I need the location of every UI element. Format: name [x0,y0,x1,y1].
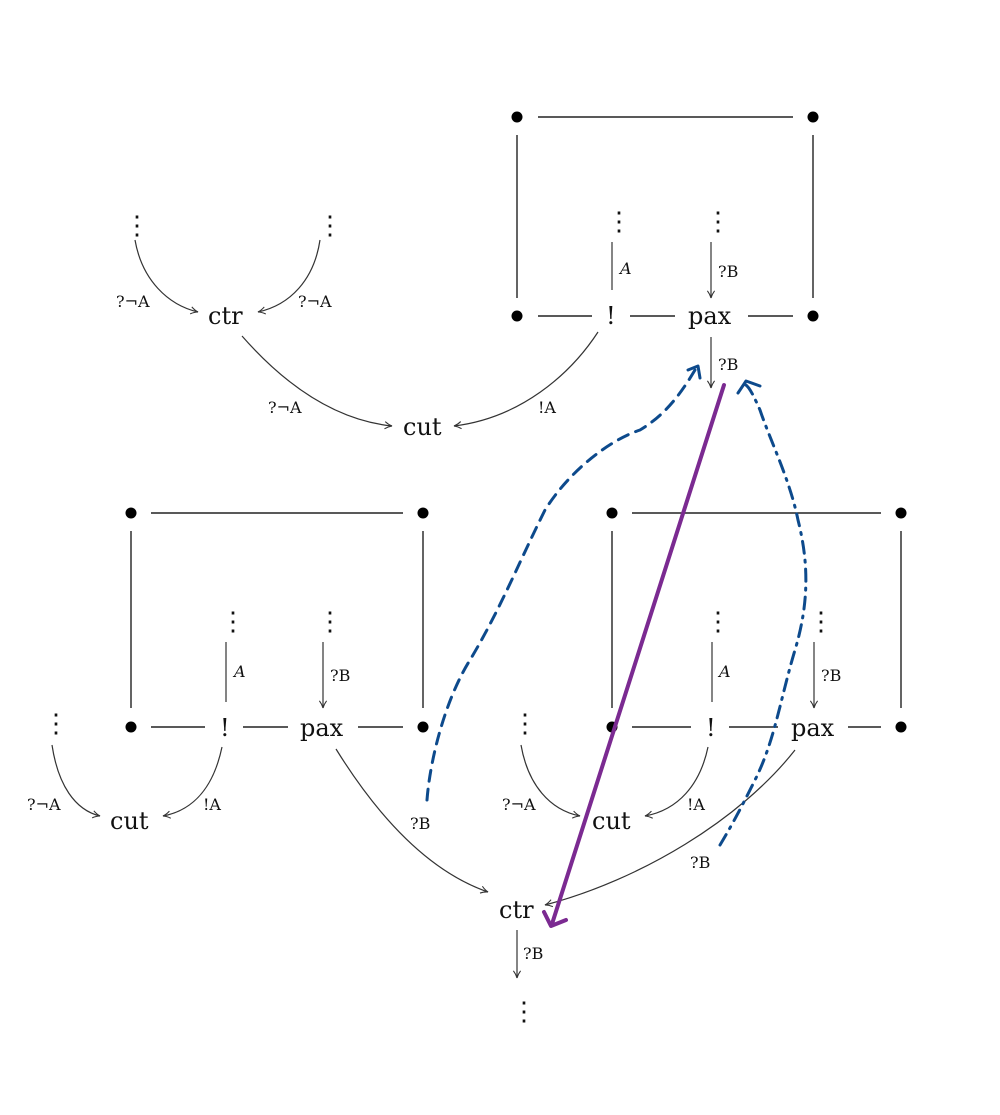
dashdot-path-right [718,382,808,847]
node-cut-top: cut [403,413,442,441]
box-top-corner-tl [511,111,523,123]
box-left-corner-tr [417,507,429,519]
edge-to-cut-left-left [51,744,101,819]
dashed-path-left-arrowhead [686,364,702,380]
label-bang-left-in: A [232,662,246,681]
box-left-corner-bl [125,721,137,733]
node-ctr-top: ctr [208,302,243,330]
edge-to-cut-right-left [520,744,581,819]
node-ctr-bottom: ctr [499,896,534,924]
vdots-left-pax: ⋮ [317,607,343,637]
edge-to-ctr-top-left [134,239,199,315]
label-pax-right-in: ?B [821,666,841,685]
box-left-corner-br [417,721,429,733]
label-cut-left-in-right: !A [203,795,221,814]
edge-ctr-to-cut-top [241,335,393,430]
bottom-left-section: ⋮ A ! ⋮ ?B pax ⋮ ?¬A !A cut ?B [27,507,489,894]
vdots-top-pax: ⋮ [705,207,731,237]
label-pax-left-in: ?B [330,666,350,685]
vdots-right-bang: ⋮ [705,607,731,637]
label-ctr-top-in-right: ?¬A [298,292,332,311]
box-top-corner-br [807,310,819,322]
label-pax-left-out: ?B [410,814,430,833]
node-bang-left: ! [220,714,230,742]
dashdot-path-right-arrowhead [736,379,762,395]
edge-bang-to-cut-top [453,331,599,430]
vdots-right-cut: ⋮ [512,709,538,739]
node-cut-right: cut [592,807,631,835]
label-ctr-bottom-out: ?B [523,944,543,963]
top-section: ⋮ ⋮ ?¬A ?¬A ctr ?¬A cut !A ⋮ A ! ⋮ ?B pa… [116,111,819,441]
vdots-left-bang: ⋮ [220,607,246,637]
edge-pax-right-to-ctr [544,749,796,908]
edge-pax-left-to-ctr [335,748,489,894]
edge-to-cut-left-right [162,746,223,819]
label-bang-top-in: A [618,259,632,278]
label-pax-top-in: ?B [718,262,738,281]
label-ctr-top-in-left: ?¬A [116,292,150,311]
label-cut-right-in-left: ?¬A [502,795,536,814]
label-cut-top-right: !A [538,398,556,417]
vdots-bottom: ⋮ [511,997,537,1027]
vdots-top-left-2: ⋮ [317,211,343,241]
label-pax-top-out: ?B [718,355,738,374]
node-bang-top: ! [606,302,616,330]
node-cut-left: cut [110,807,149,835]
node-pax-left: pax [300,714,344,742]
bottom-right-section: ⋮ A ! ⋮ ?B pax ⋮ ?¬A !A cut ?B [502,507,907,908]
vdots-right-pax: ⋮ [808,607,834,637]
vdots-top-left-1: ⋮ [124,211,150,241]
annotation-overlay [425,364,808,928]
box-right-corner-br [895,721,907,733]
purple-arrow-head [542,910,568,928]
node-pax-right: pax [791,714,835,742]
edge-to-cut-right-right [644,746,709,819]
node-pax-top: pax [688,302,732,330]
box-right-corner-tl [606,507,618,519]
edge-to-ctr-top-right [257,239,321,315]
box-top-corner-bl [511,310,523,322]
label-ctr-top-out: ?¬A [268,398,302,417]
label-bang-right-in: A [717,662,731,681]
vdots-top-bang: ⋮ [606,207,632,237]
box-right-corner-tr [895,507,907,519]
label-pax-right-out: ?B [690,853,710,872]
bottom-ctr-section: ctr ?B ⋮ [499,896,543,1027]
node-bang-right: ! [706,714,716,742]
box-top-corner-tr [807,111,819,123]
box-left-corner-tl [125,507,137,519]
label-cut-left-in-left: ?¬A [27,795,61,814]
dashed-path-left [425,368,697,802]
vdots-left-cut: ⋮ [43,709,69,739]
purple-arrow-line [550,383,726,926]
label-cut-right-in-right: !A [687,795,705,814]
